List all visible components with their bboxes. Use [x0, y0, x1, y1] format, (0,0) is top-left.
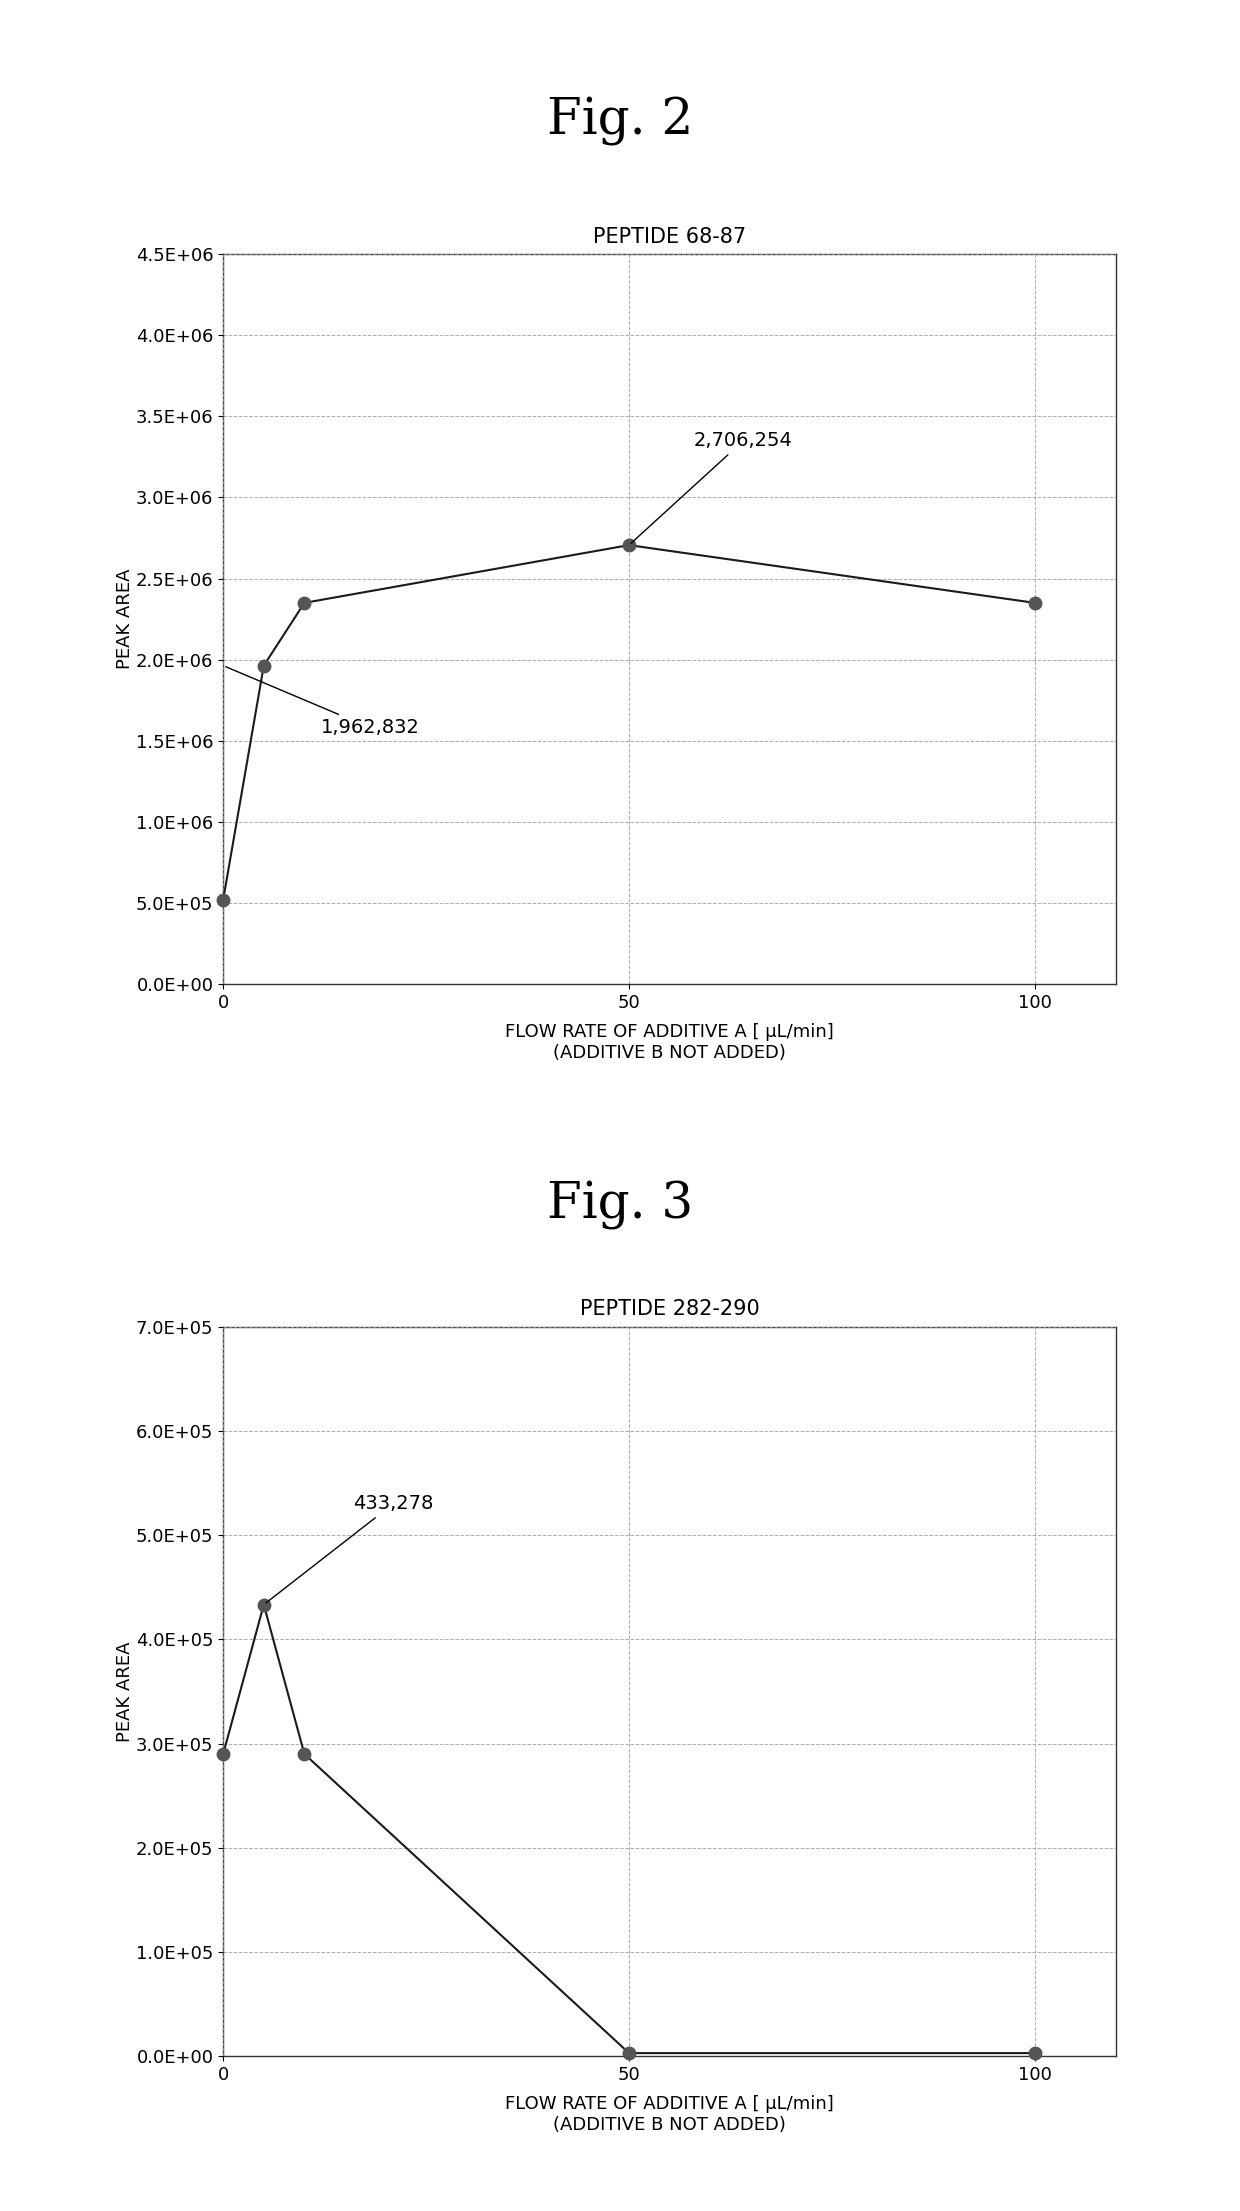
Title: PEPTIDE 282-290: PEPTIDE 282-290 [580, 1300, 759, 1320]
Y-axis label: PEAK AREA: PEAK AREA [115, 1641, 134, 1742]
Text: Fig. 2: Fig. 2 [547, 97, 693, 146]
Text: 433,278: 433,278 [265, 1495, 434, 1603]
Y-axis label: PEAK AREA: PEAK AREA [115, 568, 134, 670]
X-axis label: FLOW RATE OF ADDITIVE A [ μL/min]
(ADDITIVE B NOT ADDED): FLOW RATE OF ADDITIVE A [ μL/min] (ADDIT… [505, 1024, 835, 1061]
Text: Fig. 3: Fig. 3 [547, 1181, 693, 1229]
X-axis label: FLOW RATE OF ADDITIVE A [ μL/min]
(ADDITIVE B NOT ADDED): FLOW RATE OF ADDITIVE A [ μL/min] (ADDIT… [505, 2096, 835, 2134]
Text: 2,706,254: 2,706,254 [631, 431, 792, 544]
Title: PEPTIDE 68-87: PEPTIDE 68-87 [593, 228, 746, 248]
Text: 1,962,832: 1,962,832 [226, 668, 419, 736]
